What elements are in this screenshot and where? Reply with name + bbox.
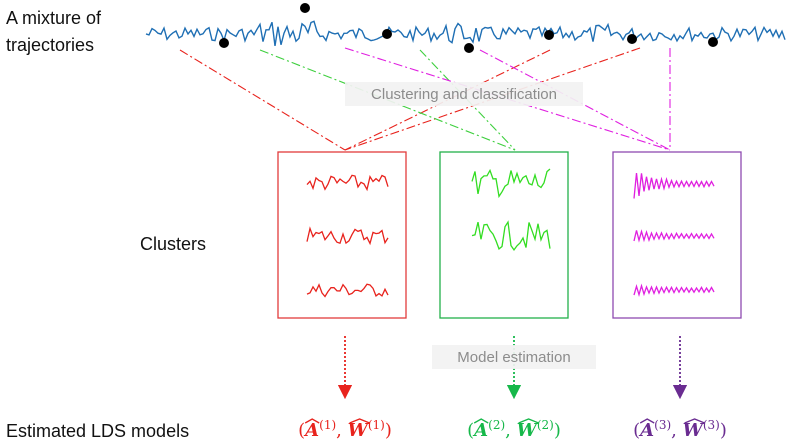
boundary-dot — [544, 30, 554, 40]
model-estimation-label: Model estimation — [457, 349, 570, 366]
hat-accent — [473, 418, 489, 424]
mixture-label-line2: trajectories — [6, 35, 94, 55]
model3-a: A — [638, 420, 654, 441]
boundary-dot — [219, 38, 229, 48]
cluster3-trajectory-3 — [633, 283, 715, 298]
svg-text:(A(1), W(1)): (A(1), W(1)) — [298, 418, 392, 441]
model1-w: W — [348, 420, 370, 441]
cluster1-trajectory-2 — [306, 226, 389, 246]
connector-red-1 — [179, 49, 346, 151]
hat-accents — [304, 418, 705, 424]
boundary-dot — [464, 43, 474, 53]
cluster-box-2 — [439, 151, 569, 319]
boundary-dot — [627, 34, 637, 44]
model-estimate-1: (A(1), W(1)) — [298, 418, 392, 441]
svg-text:(A(2), W(2)): (A(2), W(2)) — [467, 418, 561, 441]
hat-accent — [518, 418, 539, 424]
model3-w: W — [683, 420, 705, 441]
boundary-dot — [382, 29, 392, 39]
model2-a: A — [472, 420, 488, 441]
hat-accent — [304, 418, 320, 424]
cluster-box-1 — [277, 151, 407, 319]
clustering-label: Clustering and classification — [371, 86, 557, 103]
cluster3-trajectory-1 — [633, 173, 715, 199]
model-estimate-3: (A(3), W(3)) — [633, 418, 727, 441]
model-estimation-label-bg — [432, 345, 596, 369]
hat-accent — [349, 418, 370, 424]
cluster1-trajectory-3 — [306, 283, 389, 298]
clustering-label-bg — [345, 82, 583, 106]
hat-accent — [639, 418, 655, 424]
cluster-trajectories — [306, 168, 715, 298]
clusters-label: Clusters — [140, 234, 206, 254]
model-estimate-2: (A(2), W(2)) — [467, 418, 561, 441]
model2-w: W — [517, 420, 539, 441]
cluster3-trajectory-2 — [633, 229, 715, 243]
cluster2-trajectory-2 — [471, 220, 551, 252]
mixture-label-line1: A mixture of — [6, 8, 102, 28]
model1-a: A — [303, 420, 319, 441]
segment-boundary-markers — [219, 3, 718, 53]
mixture-trajectory — [145, 20, 786, 47]
hat-accent — [684, 418, 705, 424]
estimated-models-label: Estimated LDS models — [6, 421, 189, 441]
cluster-box-3 — [612, 151, 742, 319]
cluster1-trajectory-1 — [306, 174, 389, 192]
boundary-dot — [708, 37, 718, 47]
boundary-dot — [300, 3, 310, 13]
cluster2-trajectory-1 — [471, 168, 551, 199]
svg-text:(A(3), W(3)): (A(3), W(3)) — [633, 418, 727, 441]
